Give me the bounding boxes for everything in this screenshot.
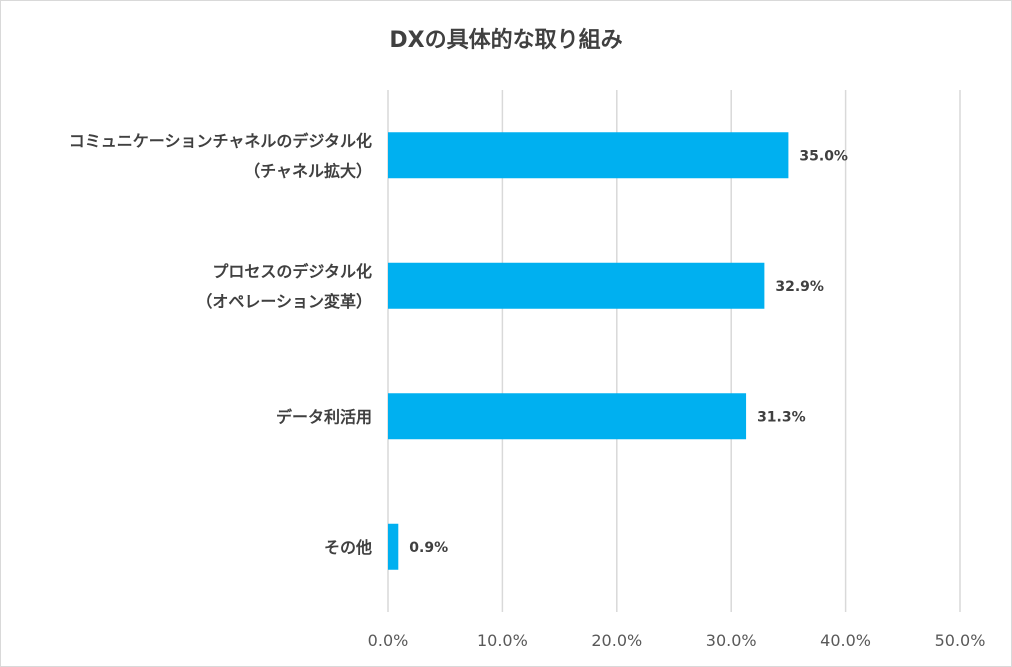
category-label: プロセスのデジタル化	[212, 262, 372, 281]
category-label: （チャネル拡大）	[244, 161, 372, 180]
category-label: （オペレーション変革）	[196, 292, 372, 311]
category-label: その他	[324, 538, 372, 557]
x-tick-label: 20.0%	[591, 631, 642, 650]
x-tick-label: 0.0%	[368, 631, 409, 650]
data-label: 31.3%	[757, 409, 806, 425]
x-tick-label: 40.0%	[820, 631, 871, 650]
bar	[388, 132, 789, 179]
data-label: 35.0%	[799, 148, 848, 164]
bar	[388, 262, 765, 309]
category-label: コミュニケーションチャネルのデジタル化	[69, 131, 372, 150]
data-label: 0.9%	[409, 540, 448, 556]
bar	[388, 523, 399, 570]
bar	[388, 393, 747, 440]
category-label: データ利活用	[276, 407, 372, 426]
x-tick-label: 30.0%	[706, 631, 757, 650]
x-tick-label: 50.0%	[935, 631, 986, 650]
chart-title: DXの具体的な取り組み	[389, 28, 623, 53]
x-tick-label: 10.0%	[477, 631, 528, 650]
data-label: 32.9%	[775, 279, 824, 295]
